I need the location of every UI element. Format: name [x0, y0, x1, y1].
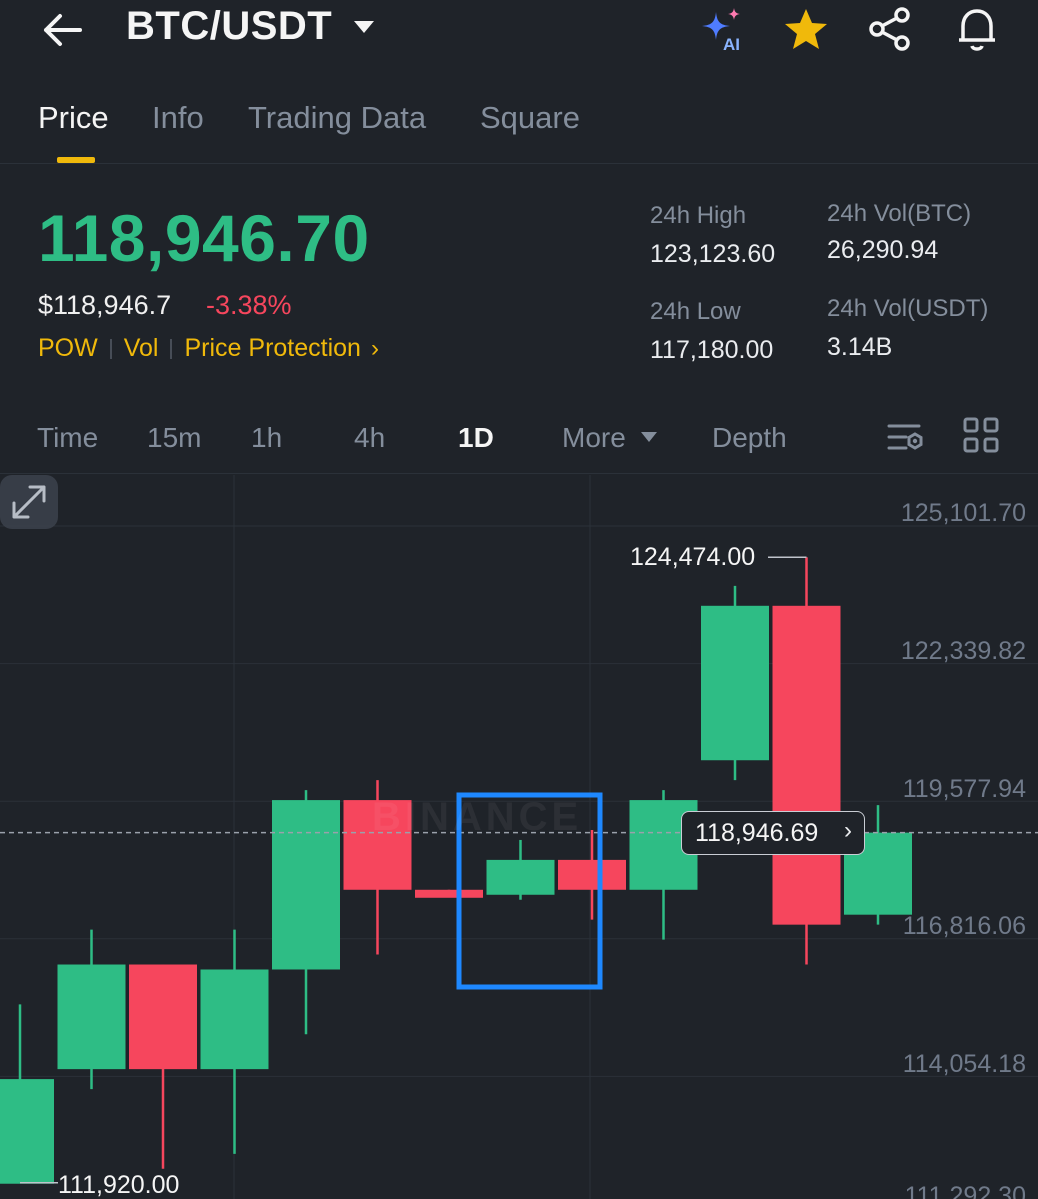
tab-info[interactable]: Info: [152, 100, 204, 135]
candle-body: [57, 964, 126, 1070]
chevron-right-icon[interactable]: ›: [370, 334, 379, 362]
layout-grid-icon[interactable]: [962, 416, 1000, 454]
y-tick-label: 116,816.06: [902, 912, 1026, 940]
interval-bar: Time 15m 1h 4h 1D More Depth: [0, 398, 1038, 474]
pair-title[interactable]: BTC/USDT: [126, 4, 333, 48]
tags-row: POW Vol Price Protection ›: [38, 334, 379, 363]
last-price: 118,946.70: [38, 201, 370, 275]
caret-down-icon[interactable]: [351, 18, 377, 36]
chevron-right-icon: ›: [844, 817, 852, 844]
interval-4h[interactable]: 4h: [354, 422, 386, 453]
tab-price[interactable]: Price: [38, 100, 109, 135]
tag-vol[interactable]: Vol: [123, 334, 159, 362]
candle-body: [129, 964, 197, 1070]
interval-depth[interactable]: Depth: [712, 422, 787, 453]
interval-15m[interactable]: 15m: [147, 422, 202, 453]
y-tick-label: 114,054.18: [902, 1050, 1026, 1078]
bell-icon[interactable]: [952, 4, 1002, 54]
tag-pow[interactable]: POW: [38, 334, 98, 362]
candle-body: [200, 969, 269, 1070]
candle-body: [415, 889, 483, 898]
candle-body: [701, 605, 769, 761]
tab-active-indicator: [57, 157, 95, 163]
tab-trading-data[interactable]: Trading Data: [248, 100, 427, 135]
top-bar: BTC/USDT AI: [0, 0, 1038, 62]
low-marker-label: 111,920.00: [58, 1171, 180, 1199]
stat-low-label: 24h Low: [650, 298, 741, 325]
stat-vol-btc: 26,290.94: [827, 236, 939, 264]
candle-body: [0, 1079, 54, 1184]
svg-text:AI: AI: [723, 35, 740, 54]
stat-high-label: 24h High: [650, 202, 747, 229]
high-marker-label: 124,474.00: [630, 543, 756, 571]
candle-body: [343, 800, 412, 890]
interval-1d[interactable]: 1D: [458, 422, 494, 453]
chart-canvas[interactable]: [0, 475, 1038, 1199]
interval-time[interactable]: Time: [37, 422, 99, 453]
candle-body: [558, 859, 626, 890]
candle-body: [486, 859, 555, 895]
interval-more[interactable]: More: [562, 422, 626, 453]
ai-sparkle-icon[interactable]: AI: [696, 6, 748, 54]
stat-high: 123,123.60: [650, 240, 776, 268]
price-usd: $118,946.7: [38, 290, 172, 320]
star-icon[interactable]: [782, 6, 830, 52]
y-tick-label: 111,292.30: [904, 1182, 1026, 1199]
arrow-left-icon[interactable]: [38, 8, 86, 52]
y-tick-label: 122,339.82: [900, 637, 1026, 665]
stat-vol-btc-label: 24h Vol(BTC): [827, 200, 972, 227]
current-price-value: 118,946.69: [695, 818, 819, 847]
stat-vol-usdt-label: 24h Vol(USDT): [827, 295, 989, 322]
y-tick-label: 119,577.94: [902, 775, 1026, 803]
chart-watermark: BINANCE: [372, 795, 583, 839]
tag-price-protection[interactable]: Price Protection: [184, 334, 361, 362]
main-tabs: Price Info Trading Data Square: [0, 90, 1038, 164]
tag-divider: [170, 338, 173, 359]
stat-vol-usdt: 3.14B: [827, 333, 893, 361]
price-change: -3.38%: [206, 290, 292, 320]
expand-icon[interactable]: [0, 475, 58, 529]
y-tick-label: 125,101.70: [900, 499, 1026, 527]
candle-body: [272, 800, 340, 970]
chart-settings-icon[interactable]: [886, 418, 926, 456]
tag-divider: [109, 338, 112, 359]
share-icon[interactable]: [866, 6, 914, 52]
current-price-tag[interactable]: 118,946.69 ›: [681, 811, 865, 855]
stat-low: 117,180.00: [650, 336, 774, 364]
caret-down-icon[interactable]: [640, 431, 658, 443]
candlestick-chart[interactable]: BINANCE 125,101.70 122,339.82 119,577.94…: [0, 475, 1038, 1199]
tab-square[interactable]: Square: [480, 100, 580, 135]
candle-body: [772, 605, 841, 925]
highlight-box: [456, 792, 603, 990]
interval-1h[interactable]: 1h: [251, 422, 283, 453]
